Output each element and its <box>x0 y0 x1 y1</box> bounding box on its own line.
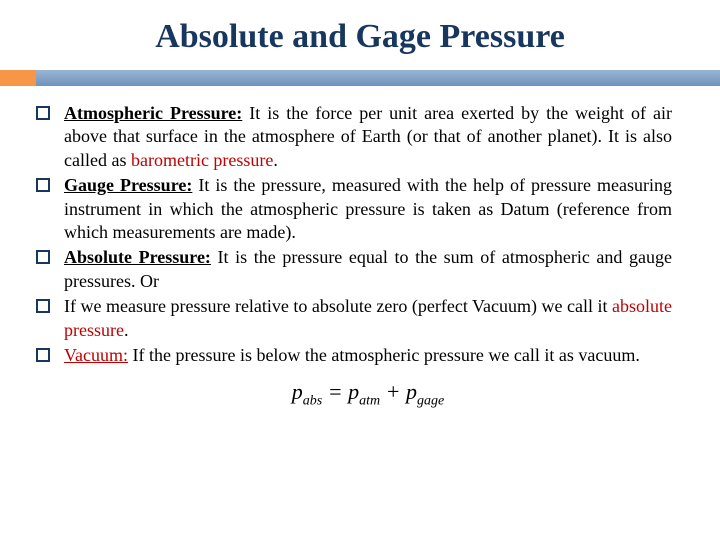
formula-sub-atm: atm <box>359 394 380 409</box>
list-item: Atmospheric Pressure: It is the force pe… <box>64 102 672 172</box>
item-lead: Gauge Pressure: <box>64 175 192 195</box>
slide-title: Absolute and Gage Pressure <box>0 18 720 56</box>
content-area: Atmospheric Pressure: It is the force pe… <box>0 102 720 410</box>
accent-bar <box>0 70 720 86</box>
bullet-icon <box>36 178 50 192</box>
item-body: If we measure pressure relative to absol… <box>64 296 612 316</box>
formula-sub-abs: abs <box>303 394 322 409</box>
bullet-icon <box>36 250 50 264</box>
list-item: Gauge Pressure: It is the pressure, meas… <box>64 174 672 244</box>
item-text: If we measure pressure relative to absol… <box>64 295 672 342</box>
formula-p3: p <box>406 379 417 404</box>
list-item: Vacuum: If the pressure is below the atm… <box>64 344 672 367</box>
bullet-icon <box>36 106 50 120</box>
formula: pabs = patm + pgage <box>64 379 672 409</box>
item-text: Absolute Pressure: It is the pressure eq… <box>64 246 672 293</box>
accent-orange <box>0 70 36 86</box>
item-lead: Atmospheric Pressure: <box>64 103 242 123</box>
formula-sub-gage: gage <box>417 394 444 409</box>
item-text: Gauge Pressure: It is the pressure, meas… <box>64 174 672 244</box>
formula-plus: + <box>380 379 406 404</box>
bullet-icon <box>36 299 50 313</box>
slide: Absolute and Gage Pressure Atmospheric P… <box>0 0 720 540</box>
list-item: If we measure pressure relative to absol… <box>64 295 672 342</box>
item-text: Atmospheric Pressure: It is the force pe… <box>64 102 672 172</box>
bullet-icon <box>36 348 50 362</box>
item-body: If the pressure is below the atmospheric… <box>128 345 640 365</box>
item-lead: Absolute Pressure: <box>64 247 211 267</box>
item-red-lead: Vacuum: <box>64 345 128 365</box>
accent-blue <box>36 70 720 86</box>
item-tail: . <box>124 320 129 340</box>
list-item: Absolute Pressure: It is the pressure eq… <box>64 246 672 293</box>
formula-eq: = <box>322 379 348 404</box>
formula-p1: p <box>292 379 303 404</box>
item-tail: . <box>273 150 278 170</box>
item-text: Vacuum: If the pressure is below the atm… <box>64 344 672 367</box>
formula-p2: p <box>348 379 359 404</box>
item-red: barometric pressure <box>131 150 273 170</box>
